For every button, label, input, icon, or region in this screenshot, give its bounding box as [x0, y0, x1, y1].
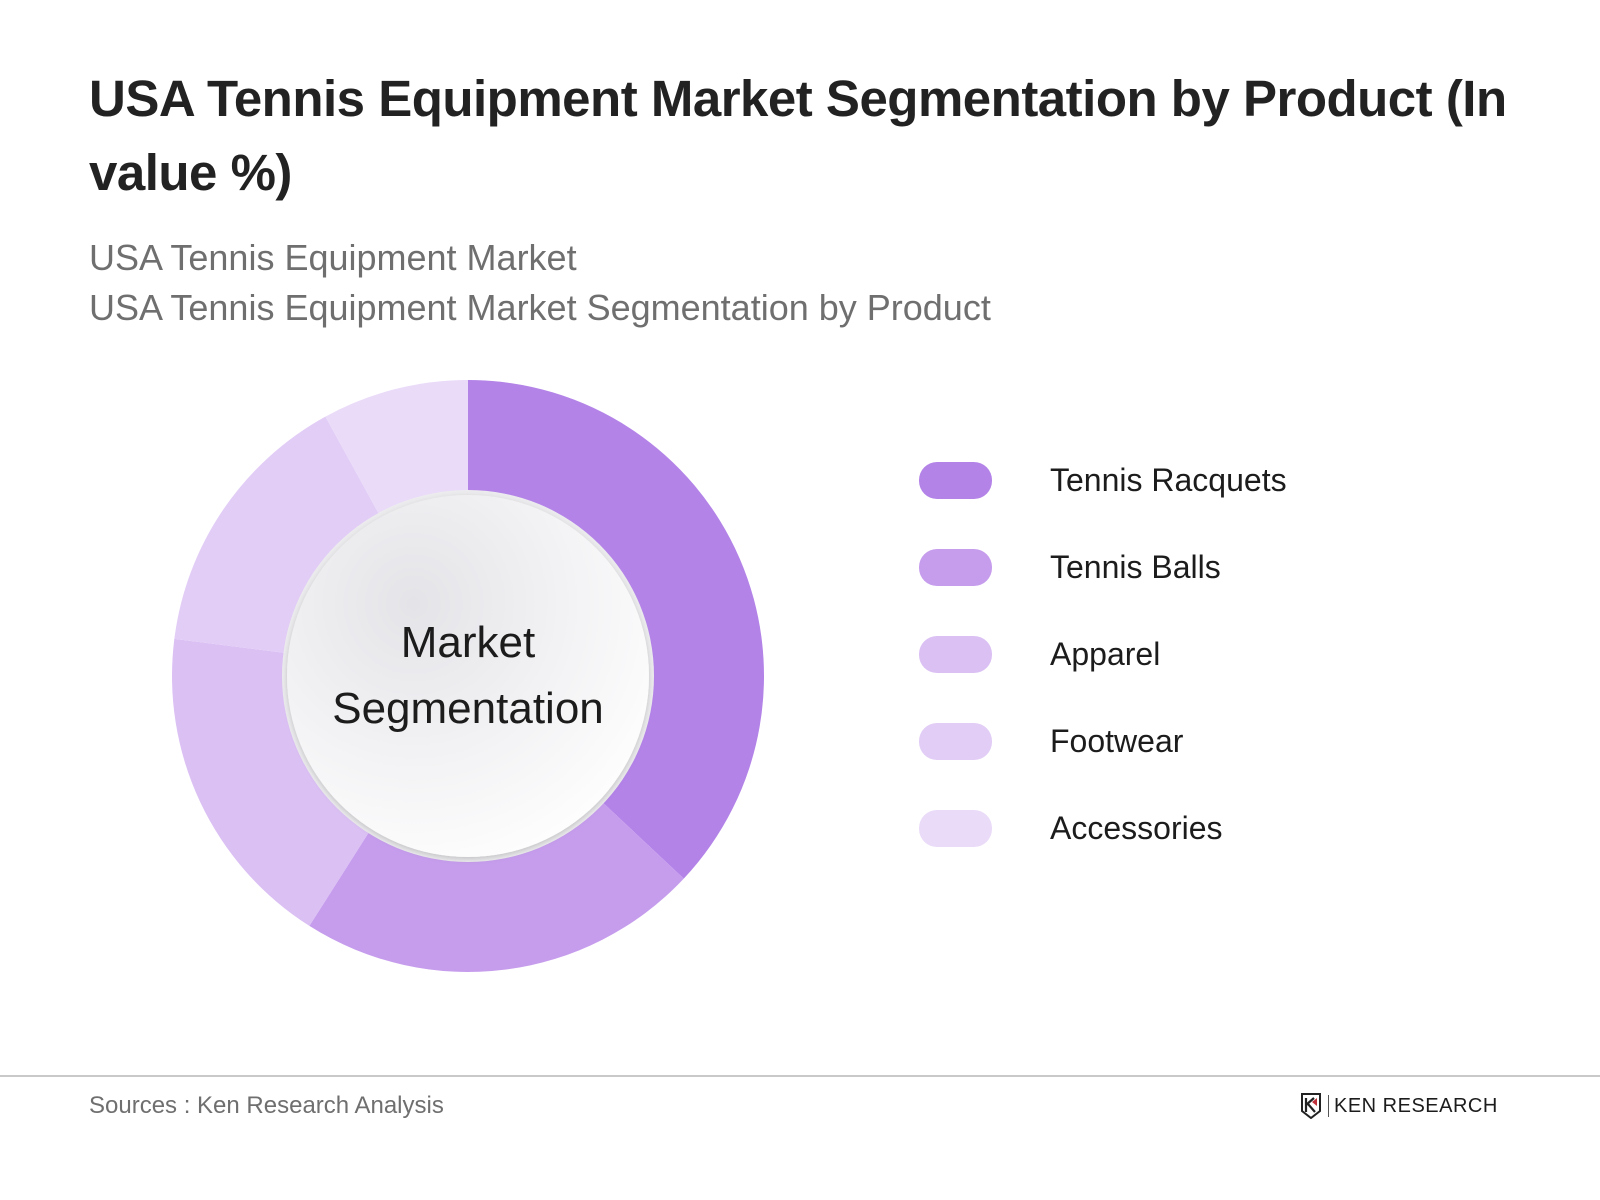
- legend-label: Apparel: [1050, 635, 1161, 672]
- legend-swatch-apparel: [919, 635, 992, 673]
- legend-label: Tennis Balls: [1050, 548, 1221, 585]
- donut-center-disc: [287, 495, 649, 857]
- legend-item-tennis-racquets: Tennis Racquets: [919, 461, 1287, 499]
- chart-subtitle-market: USA Tennis Equipment Market: [89, 237, 577, 278]
- legend-swatch-accessories: [919, 809, 992, 847]
- legend-swatch-tennis-balls: [919, 548, 992, 586]
- donut-segment-apparel: [172, 638, 372, 926]
- donut-chart-svg: [172, 380, 764, 972]
- legend-swatch-footwear: [919, 722, 992, 760]
- footer-divider: [0, 1075, 1600, 1077]
- legend-item-accessories: Accessories: [919, 809, 1287, 847]
- legend-label: Footwear: [1050, 722, 1184, 759]
- chart-title: USA Tennis Equipment Market Segmentation…: [89, 70, 1507, 201]
- legend-item-footwear: Footwear: [919, 722, 1287, 760]
- legend-label: Tennis Racquets: [1050, 461, 1287, 498]
- donut-chart: Market Segmentation: [172, 380, 764, 972]
- legend-item-apparel: Apparel: [919, 635, 1287, 673]
- chart-subtitle-segmentation: USA Tennis Equipment Market Segmentation…: [89, 287, 991, 328]
- legend-item-tennis-balls: Tennis Balls: [919, 548, 1287, 586]
- ken-research-logo: KEN RESEARCH: [1300, 1093, 1498, 1119]
- ken-research-logo-icon: [1301, 1093, 1321, 1119]
- legend-swatch-tennis-racquets: [919, 461, 992, 499]
- chart-legend: Tennis Racquets Tennis Balls Apparel Foo…: [919, 461, 1287, 897]
- donut-segment-tennis-racquets: [468, 380, 764, 879]
- donut-segment-footwear: [174, 416, 382, 654]
- sources-note: Sources : Ken Research Analysis: [89, 1092, 444, 1119]
- donut-segment-tennis-balls: [309, 799, 684, 972]
- logo-text: KEN RESEARCH: [1328, 1095, 1498, 1117]
- legend-label: Accessories: [1050, 809, 1223, 846]
- donut-segment-accessories: [325, 380, 468, 519]
